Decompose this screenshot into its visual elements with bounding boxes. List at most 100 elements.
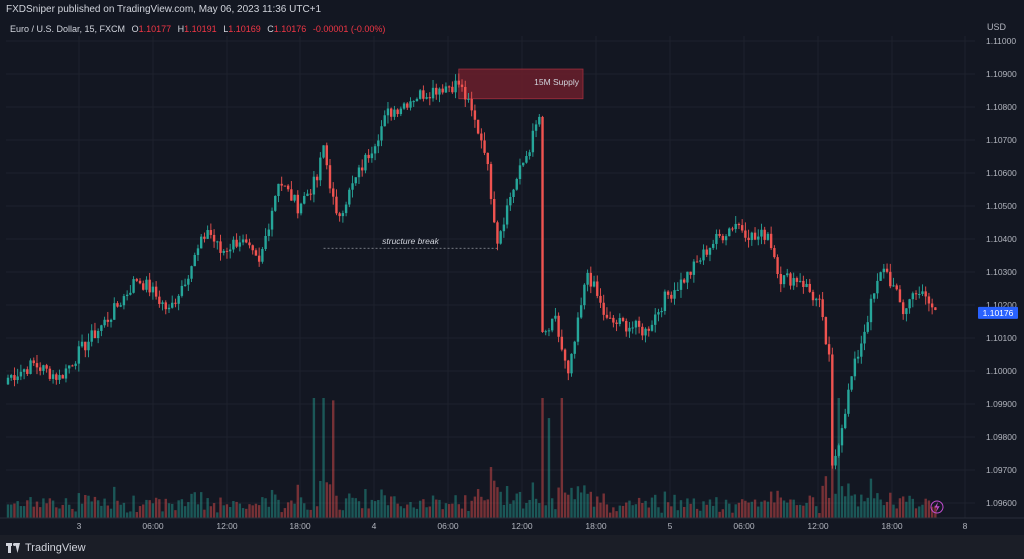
candle-body xyxy=(554,315,557,319)
volume-bar xyxy=(538,503,541,518)
candle-body xyxy=(402,103,406,109)
volume-bar xyxy=(541,398,544,518)
volume-bar xyxy=(818,513,821,518)
candle-body xyxy=(164,302,167,310)
price-tick-label: 1.10600 xyxy=(986,168,1017,178)
candle-body xyxy=(908,299,911,309)
candle-body xyxy=(592,281,596,287)
volume-bar xyxy=(335,495,338,518)
volume-bar xyxy=(138,506,142,518)
volume-bar xyxy=(106,505,110,518)
high-label: H xyxy=(177,24,185,34)
candle-body xyxy=(64,368,68,379)
volume-bar xyxy=(769,491,773,518)
candle-body xyxy=(534,124,538,131)
volume-bar xyxy=(866,497,869,518)
candle-body xyxy=(77,346,81,364)
volume-bar xyxy=(676,510,679,518)
volume-bar xyxy=(45,503,48,518)
volume-bar xyxy=(438,499,441,518)
lightning-icon[interactable] xyxy=(930,500,944,514)
candle-body xyxy=(264,235,267,250)
volume-bar xyxy=(464,495,467,518)
volume-bar xyxy=(113,486,116,518)
volume-bar xyxy=(567,494,570,518)
candle-body xyxy=(550,318,554,331)
candle-body xyxy=(647,328,650,331)
candle-body xyxy=(757,236,760,240)
volume-bar xyxy=(370,499,374,518)
low-label: L xyxy=(223,24,229,34)
candle-body xyxy=(847,389,850,414)
candle-body xyxy=(718,233,721,236)
tradingview-logo[interactable]: TradingView xyxy=(6,542,86,554)
volume-bar xyxy=(322,398,325,518)
volume-bar xyxy=(264,498,267,518)
candle-body xyxy=(782,275,786,285)
candle-body xyxy=(48,368,52,379)
volume-bar xyxy=(882,505,886,518)
price-tick-label: 1.10500 xyxy=(986,201,1017,211)
volume-bar xyxy=(74,511,77,518)
candle-body xyxy=(773,248,776,258)
volume-bar xyxy=(100,505,103,518)
volume-bar xyxy=(328,484,332,518)
candle-body xyxy=(589,272,593,287)
volume-bar xyxy=(254,503,258,518)
volume-bar xyxy=(683,506,686,518)
candle-body xyxy=(708,247,712,255)
volume-bar xyxy=(927,500,931,518)
candle-body xyxy=(898,289,902,303)
volume-bar xyxy=(486,499,489,518)
volume-bar xyxy=(647,507,650,518)
volume-bar xyxy=(583,485,586,518)
volume-bar xyxy=(837,398,840,518)
volume-bar xyxy=(409,501,412,518)
volume-bar xyxy=(589,491,593,518)
volume-bar xyxy=(29,497,32,518)
candle-body xyxy=(763,229,766,240)
candle-body xyxy=(921,291,924,294)
candle-body xyxy=(818,298,821,300)
volume-bar xyxy=(711,505,715,518)
volume-bar xyxy=(225,504,229,518)
volume-bar xyxy=(625,502,628,518)
volume-bar xyxy=(357,501,361,518)
candle-body xyxy=(724,236,728,241)
price-tick-label: 1.11000 xyxy=(986,36,1016,46)
candle-body xyxy=(596,281,599,296)
volume-bar xyxy=(798,504,802,518)
volume-bar xyxy=(167,503,171,518)
time-tick-label: 06:00 xyxy=(733,521,755,531)
candle-body xyxy=(605,314,609,318)
symbol-title[interactable]: Euro / U.S. Dollar, 15, FXCM xyxy=(10,24,126,34)
candle-body xyxy=(557,315,560,337)
candle-body xyxy=(370,153,374,159)
candle-body xyxy=(811,291,815,301)
volume-bar xyxy=(293,503,296,518)
volume-bar xyxy=(203,509,206,518)
volume-bar xyxy=(125,512,129,518)
currency-label: USD xyxy=(986,22,1006,32)
candle-body xyxy=(225,250,229,252)
volume-bar xyxy=(576,486,580,518)
candle-body xyxy=(567,360,570,374)
candle-body xyxy=(39,367,42,371)
volume-bar xyxy=(747,502,750,518)
candle-body xyxy=(666,291,670,295)
time-tick-label: 12:00 xyxy=(511,521,533,531)
volume-bar xyxy=(187,502,190,518)
volume-bar xyxy=(290,500,293,518)
candle-body xyxy=(328,165,332,189)
volume-bar xyxy=(773,502,776,518)
candle-body xyxy=(116,303,119,307)
time-tick-label: 18:00 xyxy=(289,521,311,531)
candle-body xyxy=(71,365,74,367)
volume-bar xyxy=(441,509,444,518)
volume-bar xyxy=(766,501,770,518)
volume-bar xyxy=(708,499,712,518)
volume-bar xyxy=(789,499,792,518)
lightning-icon-bolt xyxy=(934,502,940,512)
candle-body xyxy=(570,353,573,374)
